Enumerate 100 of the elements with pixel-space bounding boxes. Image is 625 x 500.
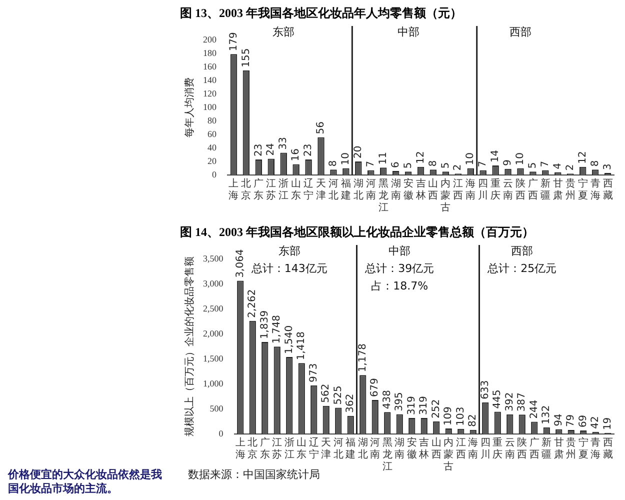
data-label: 79 — [566, 414, 577, 428]
x-tick-label: 青海 — [590, 178, 600, 202]
x-tick-label: 海南 — [468, 436, 478, 461]
y-tick-label: 40 — [208, 142, 217, 152]
data-label: 392 — [504, 392, 516, 412]
x-tick-label: 上海 — [235, 436, 246, 461]
data-label: 387 — [516, 392, 528, 412]
data-label: 2 — [564, 164, 576, 171]
y-tick-label: 2,000 — [203, 328, 224, 338]
text: 中部 — [388, 244, 411, 258]
data-label: 109 — [443, 406, 454, 426]
data-label: 42 — [590, 416, 602, 429]
data-label: 20 — [353, 146, 364, 158]
x-tick-label: 福建 — [340, 178, 351, 202]
data-label: 7 — [478, 160, 489, 168]
x-tick-label: 贵州 — [565, 178, 576, 202]
data-label: 633 — [480, 380, 491, 400]
x-tick-label: 新疆 — [540, 178, 550, 202]
y-tick-label: 100 — [203, 102, 217, 112]
x-tick-label: 河北 — [328, 178, 338, 202]
x-tick-label: 贵州 — [566, 436, 576, 461]
data-label: 3,064 — [234, 249, 246, 278]
y-axis-title: 每年人均消费 — [184, 78, 196, 138]
x-tick-label: 江苏 — [272, 436, 282, 461]
y-tick-label: 80 — [208, 115, 217, 126]
y-tick-label: 140 — [203, 74, 217, 85]
y-tick-label: 200 — [203, 34, 217, 44]
data-label: 132 — [541, 405, 552, 424]
y-tick-label: 0 — [212, 169, 217, 180]
y-tick-label: 3,000 — [203, 278, 224, 288]
x-tick-label: 安徽 — [403, 178, 414, 202]
x-tick-label: 重庆 — [490, 178, 501, 202]
x-tick-label: 山东 — [296, 436, 307, 461]
data-label: 24 — [266, 143, 277, 156]
data-label: 10 — [465, 152, 476, 166]
data-label: 12 — [415, 151, 426, 164]
x-tick-label: 北京 — [248, 436, 258, 461]
x-tick-label: 吉林 — [418, 436, 430, 461]
data-label: 252 — [430, 399, 442, 418]
x-tick-label: 福建 — [344, 436, 356, 461]
data-label: 56 — [316, 121, 327, 134]
data-label: 2 — [452, 164, 464, 171]
x-tick-label: 广西 — [528, 178, 538, 202]
x-tick-label: 山东 — [291, 178, 302, 202]
source-note: 数据来源：中国国家统计局 — [188, 468, 320, 482]
y-tick-label: 120 — [203, 88, 217, 98]
y-tick-label: 160 — [203, 61, 217, 72]
data-label: 8 — [328, 160, 340, 167]
data-label: 362 — [345, 394, 356, 413]
x-tick-label: 云南 — [503, 178, 514, 202]
x-tick-label: 河南 — [370, 436, 380, 461]
data-label: 2,262 — [247, 289, 258, 318]
data-label: 103 — [455, 406, 466, 426]
data-label: 94 — [553, 414, 564, 426]
x-tick-label: 云南 — [504, 438, 515, 461]
data-label: 3 — [602, 164, 614, 170]
x-tick-label: 内蒙古 — [440, 178, 451, 214]
chart-title: 图 14、2003 年我国各地区限额以上化妆品企业零售总额（百万元） — [180, 224, 535, 241]
chart-title: 图 13、2003 年我国各地区化妆品年人均零售额（元） — [180, 5, 463, 22]
y-tick-label: 20 — [208, 156, 217, 166]
data-label: 1,178 — [357, 343, 368, 372]
annotation: 总计：39亿元 — [364, 262, 434, 275]
x-tick-label: 北京 — [241, 178, 252, 202]
data-label: 1,748 — [272, 314, 283, 344]
y-tick-label: 1,500 — [203, 353, 224, 364]
text: 东部 — [272, 25, 295, 38]
data-label: 319 — [406, 396, 418, 416]
data-label: 23 — [253, 144, 264, 156]
x-tick-label: 湖北 — [353, 178, 364, 202]
x-tick-label: 天津 — [321, 438, 332, 461]
data-label: 5 — [440, 162, 452, 169]
x-tick-label: 浙江 — [278, 178, 289, 202]
x-tick-label: 宁夏 — [578, 178, 588, 202]
text: 西部 — [511, 244, 534, 258]
data-label: 5 — [528, 162, 539, 169]
annotation: 占：18.7% — [371, 279, 428, 292]
x-tick-label: 广西 — [529, 436, 540, 461]
data-label: 10 — [515, 152, 526, 166]
data-label: 4 — [552, 162, 564, 170]
x-tick-label: 湖南 — [394, 436, 405, 461]
x-tick-label: 广东 — [260, 436, 270, 461]
data-label: 562 — [320, 384, 332, 403]
y-tick-label: 180 — [203, 48, 217, 58]
x-tick-label: 江西 — [453, 178, 464, 202]
x-tick-label: 甘肃 — [552, 178, 563, 202]
x-tick-label: 青海 — [590, 436, 601, 461]
y-tick-label: 500 — [210, 403, 224, 414]
data-label: 33 — [278, 136, 290, 150]
data-label: 179 — [228, 32, 240, 52]
x-tick-label: 山西 — [431, 436, 442, 461]
data-label: 6 — [390, 162, 402, 168]
data-label: 11 — [378, 152, 389, 165]
x-tick-label: 新疆 — [542, 436, 552, 461]
data-label: 438 — [382, 390, 393, 410]
data-label: 8 — [590, 160, 601, 167]
x-tick-label: 四川 — [478, 178, 488, 202]
text: 西部 — [509, 25, 532, 38]
x-tick-label: 辽宁 — [304, 178, 314, 202]
data-label: 82 — [468, 414, 479, 427]
x-tick-label: 河南 — [366, 178, 376, 202]
